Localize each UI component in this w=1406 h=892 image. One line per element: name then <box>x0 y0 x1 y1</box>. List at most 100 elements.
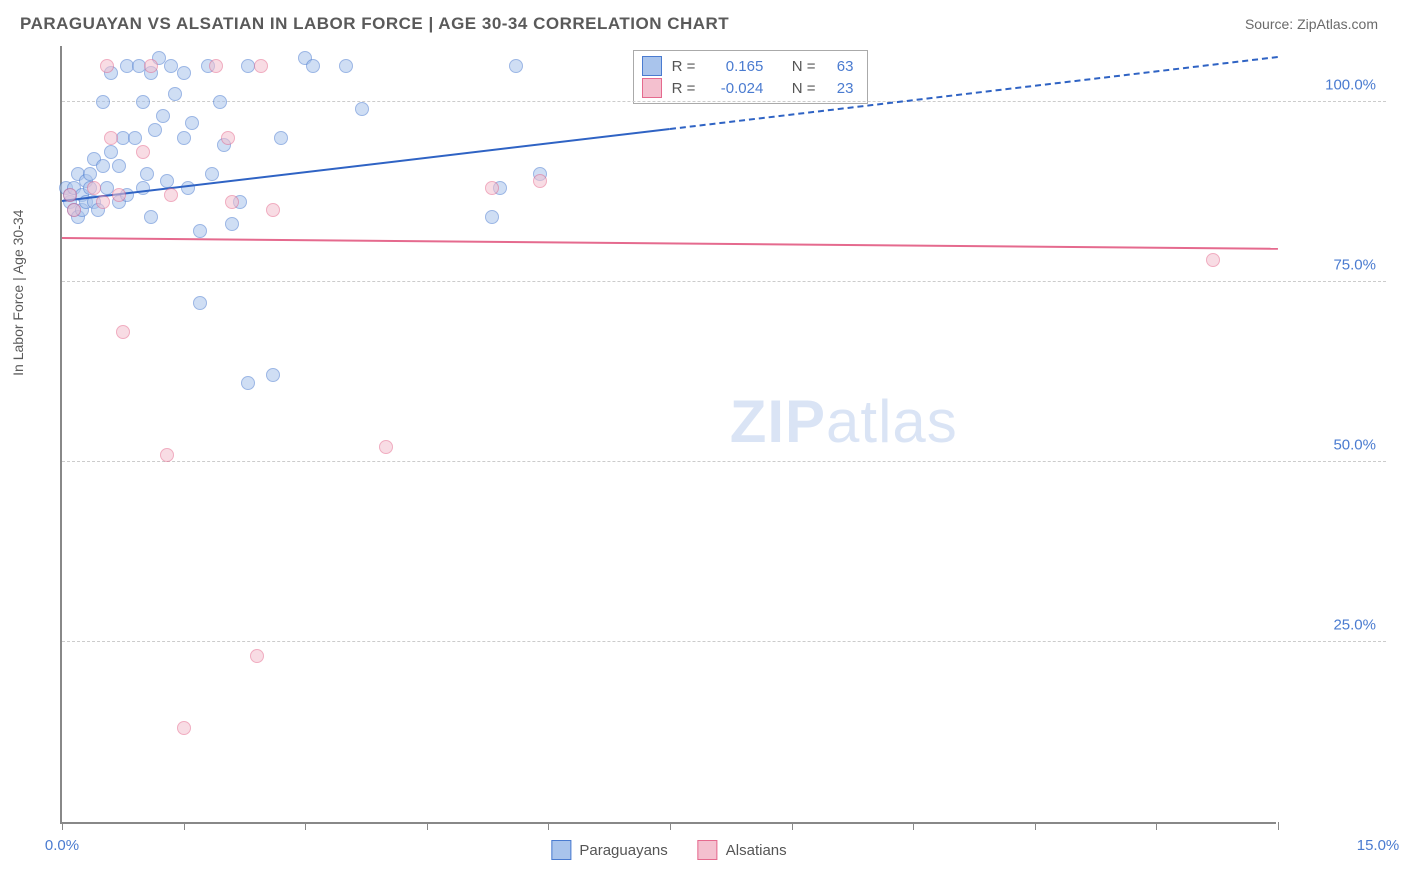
x-tick <box>1156 822 1157 830</box>
data-point <box>160 448 174 462</box>
x-tick <box>427 822 428 830</box>
x-tick <box>62 822 63 830</box>
plot-area: ZIPatlas R = 0.165 N = 63 R = -0.024 N = 23… <box>60 46 1276 824</box>
data-point <box>148 123 162 137</box>
data-point <box>156 109 170 123</box>
legend-n-label: N = <box>792 80 816 97</box>
legend-n-value: 23 <box>825 80 853 97</box>
series-name: Alsatians <box>726 842 787 859</box>
data-point <box>274 131 288 145</box>
legend-row: R = -0.024 N = 23 <box>642 77 854 99</box>
data-point <box>533 174 547 188</box>
data-point <box>63 188 77 202</box>
data-point <box>140 167 154 181</box>
data-point <box>209 59 223 73</box>
x-tick <box>1278 822 1279 830</box>
trend-line <box>62 128 670 202</box>
x-tick <box>1035 822 1036 830</box>
x-tick <box>792 822 793 830</box>
data-point <box>509 59 523 73</box>
data-point <box>485 210 499 224</box>
data-point <box>185 116 199 130</box>
y-axis-label: In Labor Force | Age 30-34 <box>10 210 26 376</box>
x-tick <box>548 822 549 830</box>
data-point <box>1206 253 1220 267</box>
data-point <box>160 174 174 188</box>
series-name: Paraguayans <box>579 842 667 859</box>
data-point <box>136 145 150 159</box>
correlation-legend: R = 0.165 N = 63 R = -0.024 N = 23 <box>633 50 869 104</box>
data-point <box>104 145 118 159</box>
gridline <box>62 101 1386 102</box>
trend-line <box>62 237 1278 250</box>
x-tick <box>305 822 306 830</box>
data-point <box>225 217 239 231</box>
data-point <box>250 649 264 663</box>
chart-title: PARAGUAYAN VS ALSATIAN IN LABOR FORCE | … <box>20 14 729 34</box>
y-tick-label: 100.0% <box>1325 76 1376 93</box>
legend-n-value: 63 <box>825 58 853 75</box>
data-point <box>177 131 191 145</box>
data-point <box>485 181 499 195</box>
legend-r-value: 0.165 <box>705 58 763 75</box>
data-point <box>100 59 114 73</box>
y-tick-label: 75.0% <box>1333 256 1376 273</box>
legend-swatch <box>642 78 662 98</box>
data-point <box>177 721 191 735</box>
x-tick <box>670 822 671 830</box>
chart-container: In Labor Force | Age 30-34 ZIPatlas R =0… <box>20 46 1386 872</box>
data-point <box>136 95 150 109</box>
data-point <box>339 59 353 73</box>
data-point <box>168 87 182 101</box>
data-point <box>112 188 126 202</box>
data-point <box>116 325 130 339</box>
data-point <box>355 102 369 116</box>
legend-r-label: R = <box>672 58 696 75</box>
data-point <box>266 203 280 217</box>
legend-swatch <box>642 56 662 76</box>
legend-r-label: R = <box>672 80 696 97</box>
gridline <box>62 281 1386 282</box>
data-point <box>67 203 81 217</box>
x-tick-label: 0.0% <box>45 837 79 854</box>
x-tick <box>184 822 185 830</box>
x-tick <box>913 822 914 830</box>
data-point <box>112 159 126 173</box>
y-tick-label: 25.0% <box>1333 616 1376 633</box>
data-point <box>254 59 268 73</box>
data-point <box>144 210 158 224</box>
source-attribution: Source: ZipAtlas.com <box>1245 16 1378 32</box>
data-point <box>193 224 207 238</box>
legend-n-label: N = <box>792 58 816 75</box>
data-point <box>128 131 142 145</box>
legend-swatch <box>698 840 718 860</box>
data-point <box>205 167 219 181</box>
data-point <box>96 95 110 109</box>
y-tick-label: 50.0% <box>1333 436 1376 453</box>
legend-swatch <box>551 840 571 860</box>
series-legend-item: Alsatians <box>698 840 787 860</box>
series-legend-item: Paraguayans <box>551 840 667 860</box>
data-point <box>87 181 101 195</box>
data-point <box>379 440 393 454</box>
data-point <box>164 188 178 202</box>
data-point <box>96 159 110 173</box>
data-point <box>213 95 227 109</box>
data-point <box>96 195 110 209</box>
data-point <box>221 131 235 145</box>
data-point <box>241 376 255 390</box>
data-point <box>225 195 239 209</box>
x-tick-label: 15.0% <box>1357 837 1400 854</box>
legend-row: R = 0.165 N = 63 <box>642 55 854 77</box>
data-point <box>193 296 207 310</box>
data-point <box>104 131 118 145</box>
gridline <box>62 641 1386 642</box>
data-point <box>177 66 191 80</box>
data-point <box>181 181 195 195</box>
data-point <box>266 368 280 382</box>
legend-r-value: -0.024 <box>705 80 763 97</box>
data-point <box>144 59 158 73</box>
watermark: ZIPatlas <box>730 387 958 456</box>
series-legend: Paraguayans Alsatians <box>551 840 786 860</box>
gridline <box>62 461 1386 462</box>
